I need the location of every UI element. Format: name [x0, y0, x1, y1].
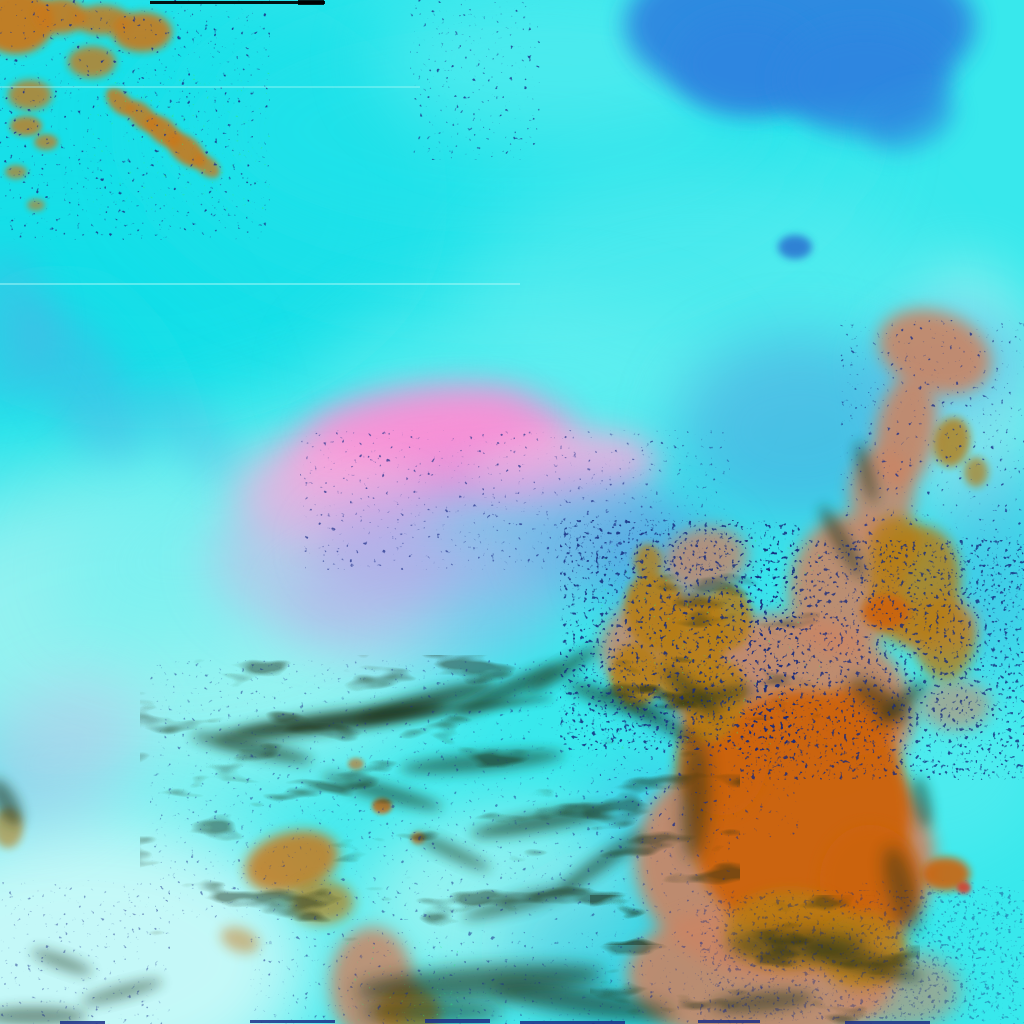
- water-azure-spot: [778, 235, 812, 259]
- edge-artifact-bottom: [520, 1021, 625, 1024]
- ridge-left-edge: [0, 778, 23, 826]
- steel-left-edge: [0, 250, 50, 410]
- speckle-bottom-left: [0, 880, 170, 1024]
- green-fringe-amber: [600, 540, 820, 750]
- steel-streak-b: [139, 379, 241, 481]
- speckle-tan-north: [840, 320, 1024, 600]
- water-azure-lower: [675, 15, 815, 115]
- scanline-streak-a: [0, 283, 520, 285]
- edge-artifact-top-stub: [298, 0, 324, 5]
- speckle-below-orange: [700, 890, 1024, 1020]
- edge-artifact-bottom: [698, 1020, 760, 1023]
- green-fringe-islands: [90, 70, 270, 210]
- edge-artifact-bottom: [845, 1021, 930, 1024]
- landmass-fringe: [912, 776, 932, 828]
- edge-artifact-bottom: [60, 1021, 105, 1024]
- edge-artifact-bottom: [425, 1019, 490, 1023]
- speckle-top-center: [410, 0, 540, 160]
- edge-artifact-bottom: [250, 1020, 335, 1023]
- green-fringe-bottom: [340, 940, 460, 1024]
- lavender-low: [285, 543, 575, 667]
- scanline-streak-b: [0, 86, 420, 88]
- edge-artifact-top-line: [150, 1, 325, 4]
- water-azure-tail: [866, 89, 954, 151]
